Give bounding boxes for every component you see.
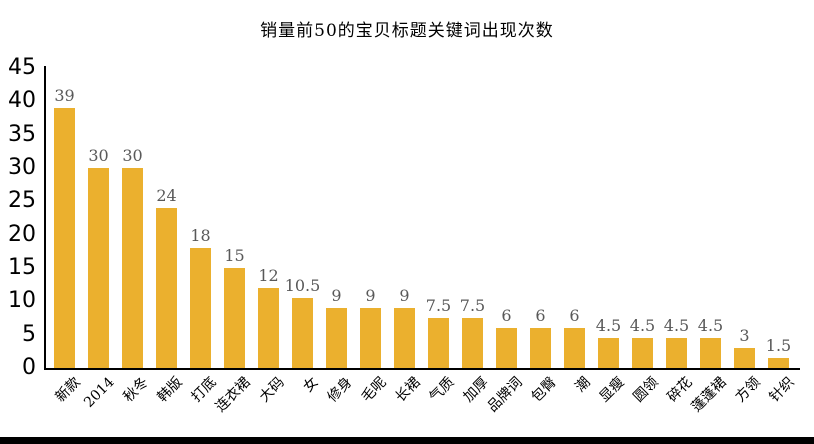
bar xyxy=(632,338,653,368)
bar-value-label: 4.5 xyxy=(697,316,724,335)
bar-value-label: 1.5 xyxy=(765,336,792,355)
bar-value-label: 4.5 xyxy=(629,316,656,335)
bar xyxy=(598,338,619,368)
y-tick-label: 25 xyxy=(8,188,36,214)
bar xyxy=(700,338,721,368)
bar xyxy=(190,248,211,368)
y-tick-label: 45 xyxy=(8,55,36,80)
bar-value-label: 9 xyxy=(399,286,410,305)
bar xyxy=(292,298,313,368)
bar xyxy=(394,308,415,368)
bar xyxy=(428,318,449,368)
bar-value-label: 7.5 xyxy=(425,296,452,315)
bar xyxy=(224,268,245,368)
bar xyxy=(666,338,687,368)
bar-value-label: 10.5 xyxy=(284,276,321,295)
y-tick-label: 35 xyxy=(8,121,36,147)
y-tick-label: 20 xyxy=(8,221,36,247)
bar-value-label: 30 xyxy=(88,146,109,165)
bar xyxy=(768,358,789,368)
bar xyxy=(54,108,75,368)
chart-title: 销量前50的宝贝标题关键词出现次数 xyxy=(260,21,554,41)
y-tick-label: 0 xyxy=(22,355,36,380)
bar-value-label: 4.5 xyxy=(595,316,622,335)
bar-value-label: 9 xyxy=(331,286,342,305)
bar xyxy=(156,208,177,368)
y-tick-label: 5 xyxy=(22,321,36,347)
bar xyxy=(496,328,517,368)
bar xyxy=(88,168,109,368)
y-tick-label: 30 xyxy=(8,155,36,180)
bar-value-label: 4.5 xyxy=(663,316,690,335)
bar-value-label: 6 xyxy=(569,306,580,325)
bar-value-label: 30 xyxy=(122,146,143,165)
bar xyxy=(530,328,551,368)
bar-value-label: 6 xyxy=(501,306,512,325)
y-axis-line xyxy=(44,66,46,369)
bar-value-label: 7.5 xyxy=(459,296,486,315)
bar-value-label: 9 xyxy=(365,286,376,305)
bar xyxy=(258,288,279,368)
bar-value-label: 3 xyxy=(739,326,750,345)
x-axis-line xyxy=(44,368,800,370)
bar-value-label: 39 xyxy=(54,86,75,105)
bar xyxy=(462,318,483,368)
bar xyxy=(360,308,381,368)
bar-value-label: 6 xyxy=(535,306,546,325)
bar xyxy=(734,348,755,368)
bar xyxy=(122,168,143,368)
bar-value-label: 24 xyxy=(156,186,177,205)
bar-value-label: 15 xyxy=(224,246,245,265)
y-tick-label: 15 xyxy=(8,255,36,280)
bar xyxy=(564,328,585,368)
y-tick-label: 10 xyxy=(8,288,36,314)
bar xyxy=(326,308,347,368)
bar-value-label: 18 xyxy=(190,226,211,245)
bottom-border xyxy=(0,437,814,444)
bar-value-label: 12 xyxy=(258,266,279,285)
y-tick-label: 40 xyxy=(8,88,36,114)
